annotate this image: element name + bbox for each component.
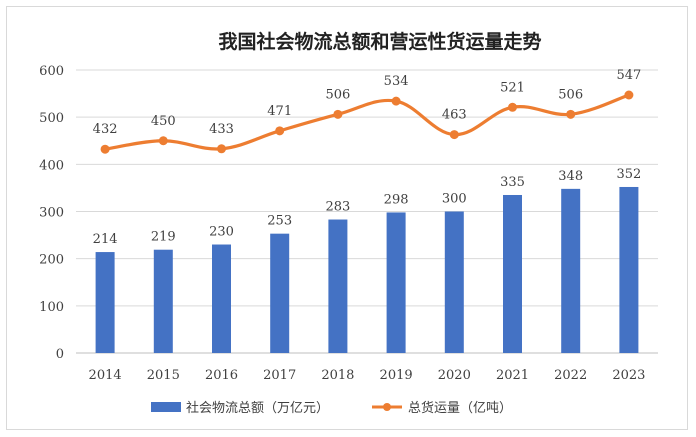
line-data-label: 433	[209, 122, 234, 137]
line-data-labels: 432 450 433 471 506 534 463 521 506 547	[93, 68, 642, 137]
bar	[328, 219, 348, 353]
bar	[270, 233, 290, 353]
bar-series	[95, 186, 639, 353]
bar-data-label: 348	[558, 169, 583, 184]
line-data-label: 506	[325, 87, 350, 102]
x-axis: 2014 2015 2016 2017 2018 2019 2020 2021 2022 2023	[89, 368, 646, 383]
y-tick-label: 400	[39, 158, 64, 173]
x-tick-label: 2020	[438, 368, 471, 383]
legend: 社会物流总额（万亿元） 总货运量（亿吨）	[151, 400, 512, 416]
bar-data-label: 219	[151, 230, 176, 245]
line-data-label: 521	[500, 80, 525, 95]
y-tick-label: 100	[39, 300, 64, 315]
line-data-label: 471	[267, 104, 292, 119]
bar	[503, 194, 522, 353]
line-point	[275, 126, 285, 136]
line-point	[566, 109, 576, 119]
line-data-label: 463	[442, 108, 467, 123]
chart-title: 我国社会物流总额和营运性货运量走势	[218, 30, 541, 53]
bar	[153, 249, 173, 353]
x-tick-label: 2017	[263, 368, 296, 383]
bar-data-label: 335	[500, 175, 525, 190]
bar-data-label: 298	[384, 192, 409, 207]
line-data-label: 432	[93, 122, 118, 137]
x-tick-label: 2014	[89, 368, 122, 383]
line-data-label: 534	[384, 74, 409, 89]
line-point	[100, 144, 110, 154]
bar	[619, 186, 639, 353]
bar-data-label: 230	[209, 225, 234, 240]
y-tick-label: 0	[56, 347, 64, 362]
bar-data-label: 253	[267, 214, 292, 229]
bar-data-label: 283	[325, 200, 350, 215]
y-tick-label: 200	[39, 253, 64, 268]
bar	[386, 212, 406, 353]
line-point	[158, 136, 168, 146]
legend-line-marker	[383, 403, 391, 411]
bar	[212, 244, 231, 353]
x-tick-label: 2023	[612, 368, 645, 383]
line-point	[508, 102, 517, 112]
bar-data-labels: 214 219 230 253 283 298 300 335 348 352	[93, 167, 642, 247]
legend-line-label: 总货运量（亿吨）	[408, 400, 512, 416]
x-tick-label: 2015	[147, 368, 180, 383]
gridlines	[76, 69, 658, 354]
y-tick-label: 500	[39, 111, 64, 126]
legend-bar-label: 社会物流总额（万亿元）	[186, 400, 329, 416]
bar	[444, 211, 464, 353]
x-tick-label: 2016	[205, 368, 238, 383]
x-tick-label: 2018	[321, 368, 354, 383]
bar-data-label: 214	[93, 232, 118, 247]
bar	[561, 188, 581, 353]
bar	[95, 252, 115, 353]
series-line	[104, 93, 630, 151]
y-tick-label: 300	[39, 206, 64, 221]
line-data-label: 547	[616, 68, 641, 83]
line-point	[449, 130, 459, 140]
line-series	[100, 90, 634, 154]
line-data-label: 450	[151, 114, 176, 129]
line-point	[391, 96, 401, 106]
bar-data-label: 352	[616, 167, 641, 182]
x-tick-label: 2021	[496, 368, 529, 383]
bar-data-label: 300	[442, 192, 467, 207]
legend-bar-swatch	[151, 402, 181, 412]
x-tick-label: 2019	[380, 368, 413, 383]
line-point	[333, 109, 343, 119]
x-tick-label: 2022	[554, 368, 587, 383]
y-axis: 0 100 200 300 400 500 600	[39, 64, 64, 362]
y-tick-label: 600	[39, 64, 64, 79]
line-point	[217, 144, 226, 154]
line-point	[624, 90, 634, 100]
line-data-label: 506	[558, 87, 583, 102]
